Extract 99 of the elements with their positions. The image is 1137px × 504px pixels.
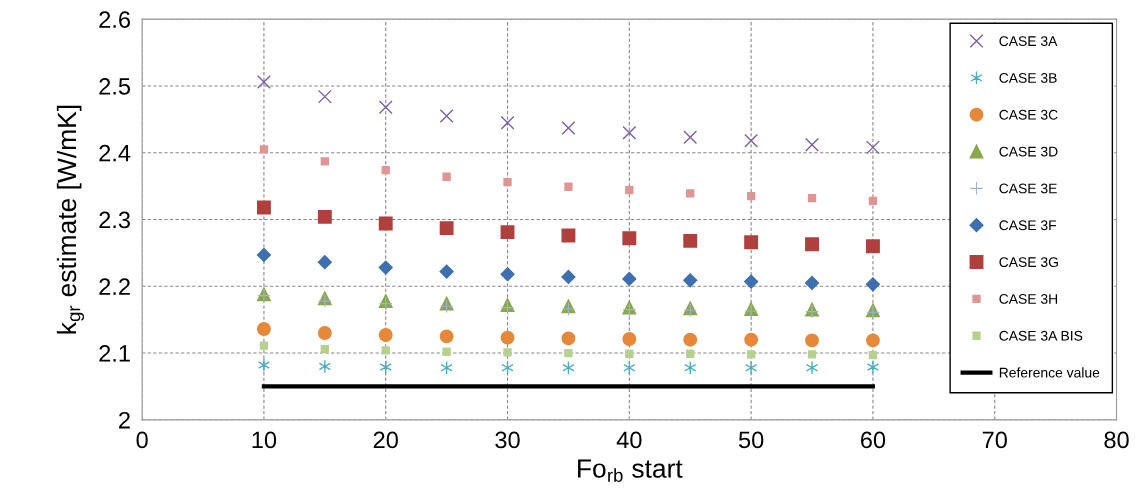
legend-label: Reference value — [999, 367, 1100, 378]
x-tick-label: 10 — [252, 431, 277, 449]
point — [378, 328, 393, 342]
point — [622, 332, 637, 346]
legend-label: CASE 3E — [999, 183, 1057, 194]
point — [625, 185, 634, 195]
point — [804, 275, 820, 291]
legend-label: CASE 3A — [999, 36, 1058, 47]
point — [259, 145, 269, 154]
x-tick-label: 30 — [495, 431, 520, 449]
point — [500, 225, 515, 240]
point — [805, 360, 819, 375]
point — [317, 326, 332, 340]
point — [381, 165, 390, 175]
point — [564, 348, 573, 358]
point — [746, 191, 756, 201]
point — [500, 115, 515, 130]
point — [744, 235, 759, 250]
point — [439, 329, 454, 344]
point — [378, 260, 393, 275]
point — [439, 109, 454, 123]
point — [865, 140, 880, 155]
point — [744, 274, 759, 289]
point — [439, 264, 454, 279]
legend-label: CASE 3G — [999, 257, 1058, 268]
point — [625, 349, 634, 358]
x-tick-label: 60 — [861, 431, 886, 449]
point — [807, 193, 817, 203]
point — [259, 341, 269, 350]
point — [503, 348, 512, 357]
legend-label: CASE 3C — [999, 109, 1058, 120]
x-tick-label: 50 — [738, 431, 764, 449]
point — [381, 346, 390, 355]
point — [865, 239, 880, 254]
point — [320, 157, 329, 166]
y-tick-label: 2.5 — [99, 78, 131, 95]
point — [868, 350, 878, 360]
y-tick-label: 2.3 — [99, 211, 130, 229]
y-tick-label: 2.4 — [99, 144, 131, 162]
point — [564, 182, 573, 191]
point — [257, 358, 271, 373]
point — [256, 200, 271, 215]
point — [503, 177, 512, 187]
point — [561, 269, 576, 285]
point — [318, 359, 331, 374]
point — [561, 121, 576, 135]
point — [442, 172, 451, 181]
legend-label: CASE 3D — [999, 146, 1058, 157]
y-tick-label: 2 — [119, 411, 130, 429]
legend-label: CASE 3H — [999, 294, 1058, 304]
point — [622, 125, 637, 140]
point — [442, 347, 451, 356]
point — [805, 237, 819, 252]
legend-label: CASE 3A BIS — [999, 330, 1083, 341]
point — [686, 189, 695, 198]
x-tick-label: 80 — [1104, 431, 1129, 449]
point — [500, 267, 515, 282]
legend-label: CASE 3F — [999, 220, 1057, 231]
point — [745, 360, 758, 375]
x-tick-label: 0 — [136, 431, 148, 449]
point — [744, 133, 759, 148]
y-tick-label: 2.6 — [99, 11, 130, 28]
point — [805, 333, 819, 348]
point — [256, 247, 272, 262]
point — [317, 89, 332, 104]
y-tick-label: 2.2 — [99, 278, 130, 295]
point — [866, 360, 880, 375]
point — [561, 228, 576, 243]
point — [805, 137, 819, 152]
point — [683, 332, 698, 347]
point — [378, 216, 393, 231]
point — [622, 231, 637, 246]
point — [683, 233, 698, 248]
point — [744, 332, 759, 347]
point — [807, 350, 817, 359]
point — [317, 255, 332, 270]
x-tick-label: 40 — [616, 431, 642, 449]
point — [561, 331, 576, 346]
y-axis-title: k$_{gr}$ estimate [W/mK] — [56, 105, 84, 334]
x-axis-title: Fo$_{rb}$ start — [578, 459, 683, 482]
legend-label: CASE 3B — [999, 73, 1057, 83]
point — [500, 330, 515, 345]
point — [317, 209, 332, 224]
point — [378, 100, 393, 115]
point — [868, 196, 878, 205]
point — [683, 273, 698, 288]
point — [320, 344, 329, 354]
x-tick-label: 70 — [982, 431, 1007, 449]
point — [746, 350, 756, 359]
point — [686, 349, 695, 358]
point — [683, 130, 698, 145]
point — [439, 221, 454, 236]
point — [865, 277, 881, 292]
point — [622, 271, 637, 287]
point — [256, 74, 271, 89]
point — [865, 333, 880, 348]
point — [256, 322, 271, 336]
x-tick-label: 20 — [373, 431, 398, 449]
y-tick-label: 2.1 — [99, 345, 130, 362]
